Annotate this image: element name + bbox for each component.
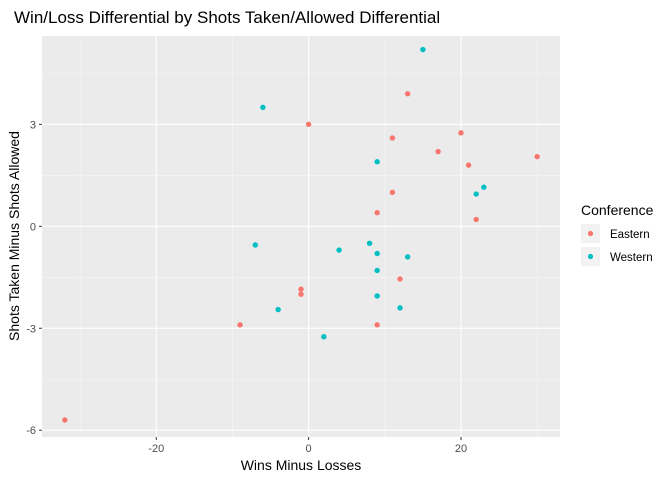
data-point-western (474, 191, 479, 196)
x-axis-title: Wins Minus Losses (241, 457, 362, 473)
data-point-eastern (306, 122, 311, 127)
data-point-eastern (534, 154, 539, 159)
y-tick-label: -3 (26, 323, 36, 335)
legend: Conference Eastern Western (581, 202, 654, 266)
data-point-eastern (435, 149, 440, 154)
data-point-eastern (237, 322, 242, 327)
data-point-western (374, 159, 379, 164)
data-point-eastern (397, 276, 402, 281)
y-tick-label: -6 (26, 425, 36, 437)
data-point-western (374, 268, 379, 273)
legend-label-western: Western (610, 252, 653, 264)
x-tick-label: 0 (306, 443, 312, 455)
data-point-eastern (62, 417, 67, 422)
data-point-eastern (405, 91, 410, 96)
legend-title: Conference (581, 202, 654, 218)
data-point-western (397, 305, 402, 310)
data-point-western (275, 307, 280, 312)
x-tick-label: -20 (148, 443, 164, 455)
data-point-western (336, 247, 341, 252)
data-point-eastern (374, 322, 379, 327)
data-point-eastern (374, 210, 379, 215)
legend-dot-eastern (588, 231, 593, 236)
legend-dot-western (588, 254, 593, 259)
data-point-eastern (390, 135, 395, 140)
data-point-western (321, 334, 326, 339)
data-point-eastern (474, 217, 479, 222)
y-tick-label: 3 (30, 119, 36, 131)
data-point-eastern (298, 292, 303, 297)
data-point-western (253, 242, 258, 247)
data-point-western (405, 254, 410, 259)
data-point-eastern (298, 286, 303, 291)
data-point-western (260, 105, 265, 110)
data-point-eastern (458, 130, 463, 135)
data-point-western (367, 241, 372, 246)
data-point-western (374, 251, 379, 256)
y-axis-title: Shots Taken Minus Shots Allowed (6, 131, 22, 341)
y-tick-label: 0 (30, 221, 36, 233)
data-point-western (374, 293, 379, 298)
legend-label-eastern: Eastern (610, 229, 650, 241)
data-point-eastern (390, 190, 395, 195)
data-point-eastern (466, 162, 471, 167)
chart-title: Win/Loss Differential by Shots Taken/All… (14, 8, 440, 27)
data-point-western (420, 47, 425, 52)
plot-panel (42, 36, 560, 437)
data-point-western (481, 185, 486, 190)
x-tick-label: 20 (455, 443, 467, 455)
